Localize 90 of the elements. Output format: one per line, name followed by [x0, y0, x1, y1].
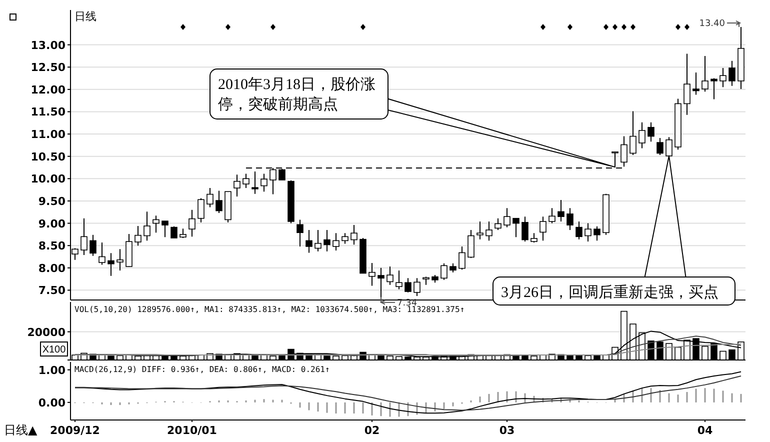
candlestick	[350, 224, 358, 246]
candlestick	[440, 262, 448, 280]
y-tick-label: 9.00	[38, 217, 66, 230]
candlestick	[306, 229, 312, 254]
candlestick	[576, 220, 582, 240]
candlestick	[324, 229, 330, 252]
y-tick-label: 20000	[27, 326, 66, 339]
candlestick	[242, 173, 250, 189]
candlestick	[548, 208, 556, 224]
y-tick-label: 9.50	[38, 194, 66, 208]
candlestick	[720, 68, 726, 88]
candlestick	[98, 242, 106, 266]
candlestick	[620, 136, 628, 168]
candlestick	[558, 200, 564, 222]
y-tick-label: 11.50	[30, 106, 66, 119]
candlestick	[656, 138, 664, 156]
y-tick-label: 8.00	[38, 262, 66, 275]
y-tick-label: 1.00	[38, 364, 66, 377]
candlestick	[458, 246, 466, 270]
candlestick	[666, 136, 672, 156]
y-axis-title: X100	[42, 344, 66, 356]
y-tick-label: 7.50	[38, 284, 66, 298]
y-tick-label: 0.00	[38, 396, 66, 410]
candlestick	[468, 229, 474, 259]
candlestick	[116, 248, 124, 272]
candlestick	[234, 174, 240, 197]
candlestick	[566, 208, 574, 230]
candlestick	[180, 228, 186, 238]
candlestick	[332, 232, 340, 251]
text: 日线▲	[4, 423, 38, 437]
x-tick-label: 03	[499, 424, 515, 437]
y-tick-label: 8.50	[38, 240, 66, 253]
candlestick	[486, 220, 492, 242]
candlestick	[144, 211, 150, 242]
candlestick	[692, 72, 700, 96]
y-tick-label: 10.00	[30, 172, 66, 186]
candlestick	[296, 219, 304, 247]
candlestick	[612, 151, 618, 168]
candlestick	[152, 215, 160, 234]
candlestick	[80, 218, 88, 256]
candlestick	[512, 218, 520, 238]
candlestick	[378, 267, 384, 298]
candlestick	[594, 226, 600, 242]
candlestick	[386, 266, 394, 286]
chart-title: 日线	[74, 10, 96, 23]
annotation: 13.40	[699, 18, 726, 29]
x-tick-label: 2010/01	[167, 424, 217, 437]
candlestick	[728, 60, 736, 86]
candlestick	[198, 198, 204, 223]
candlestick	[252, 171, 258, 194]
candlestick	[530, 232, 538, 243]
candlestick	[584, 222, 592, 242]
candlestick	[342, 232, 348, 244]
x-tick-label: 2009/12	[50, 424, 100, 437]
chart-title: MACD(26,12,9) DIFF: 0.936↑, DEA: 0.806↑, MACD: 0.261↑	[74, 365, 330, 374]
candlestick	[170, 226, 178, 238]
y-tick-label: 12.50	[30, 61, 66, 74]
candlestick	[494, 218, 502, 230]
y-tick-label: 13.00	[30, 38, 66, 52]
candlestick	[108, 252, 114, 276]
candlestick	[206, 188, 214, 208]
y-tick-label: 10.50	[30, 150, 66, 164]
candlestick	[260, 173, 268, 192]
candlestick	[540, 216, 546, 242]
annotation: 3月26日，回调后重新走强，买点	[501, 284, 718, 301]
candlestick	[368, 262, 376, 286]
candlestick	[710, 78, 718, 100]
chart-title: VOL(5,10,20) 1289576.000↑, MA1: 874335.813↑, MA2: 1033674.500↑, MA3: 1132891.375↑	[74, 305, 465, 314]
candlestick	[522, 216, 528, 242]
candlestick	[476, 220, 484, 240]
candlestick	[630, 110, 636, 156]
candlestick	[648, 122, 654, 142]
candlestick	[396, 270, 402, 290]
candlestick	[702, 55, 708, 92]
candlestick	[314, 229, 322, 252]
candlestick	[504, 208, 510, 228]
candlestick	[134, 225, 142, 246]
y-tick-label: 11.00	[30, 128, 66, 142]
x-tick-label: 02	[364, 424, 380, 437]
candlestick	[162, 220, 168, 238]
x-tick-label: 04	[697, 424, 713, 437]
candlestick	[414, 278, 420, 296]
candlestick	[684, 53, 690, 116]
candlestick	[216, 190, 222, 214]
candlestick	[404, 278, 412, 293]
y-tick-label: 12.00	[30, 83, 66, 96]
candlestick	[188, 209, 196, 238]
annotation: 2010年3月18日，股价涨停，突破前期高点	[218, 76, 376, 113]
candlestick	[638, 122, 646, 149]
candlestick	[90, 234, 96, 256]
